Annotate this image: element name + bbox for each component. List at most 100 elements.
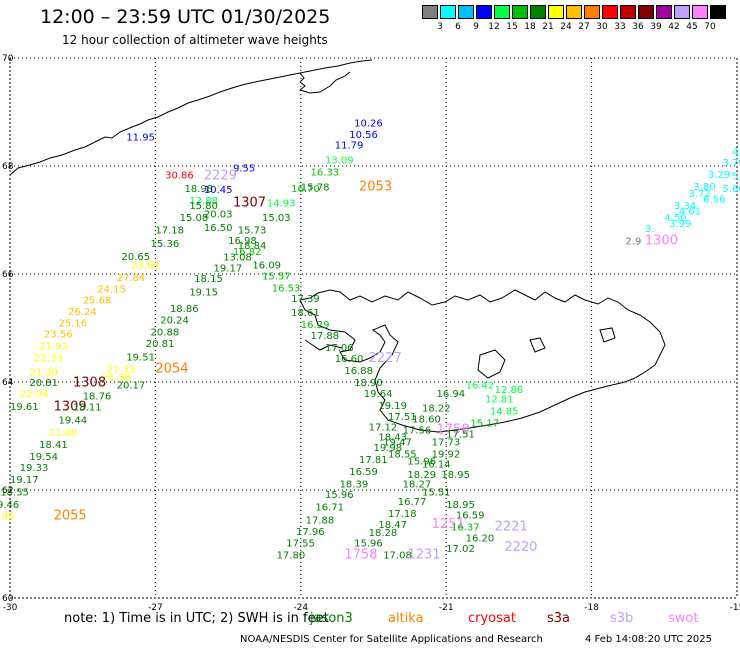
wave-height-label: 19.64 <box>364 389 393 400</box>
wave-height-label: 2.9 <box>626 236 642 247</box>
wave-height-label: 12.88 <box>495 385 524 396</box>
wave-height-label: 20.81 <box>29 378 58 389</box>
colorbar-tick-label: 42 <box>668 22 680 32</box>
wave-height-label: 14.85 <box>490 406 519 417</box>
wave-height-label: 17.08 <box>383 551 412 562</box>
wave-height-label: 19.46 <box>0 500 19 511</box>
wave-height-label: 4.61 <box>679 207 701 218</box>
wave-height-label: 3. <box>645 224 655 235</box>
wave-height-label: 10.56 <box>349 130 378 141</box>
colorbar-tick-label: 9 <box>473 22 479 32</box>
wave-height-label: 20.17 <box>117 380 146 391</box>
wave-height-label: 10.26 <box>354 119 383 130</box>
pass-time-label: 1308 <box>73 375 106 390</box>
map-subtitle: 12 hour collection of altimeter wave hei… <box>62 33 328 47</box>
wave-height-label: 24.15 <box>97 284 126 295</box>
greenland-coastline <box>9 59 373 176</box>
wave-height-label: 15.57 <box>262 271 291 282</box>
pass-time-label: 2054 <box>155 361 188 376</box>
wave-height-label: 16.60 <box>335 354 364 365</box>
colorbar-tick-label: 12 <box>488 22 500 32</box>
wave-height-label: 15.08 <box>180 213 209 224</box>
pass-time-label: 2227 <box>369 351 402 366</box>
wave-height-label: 19.19 <box>378 401 407 412</box>
colorbar-tick-label: 18 <box>524 22 536 32</box>
map-title: 12:00 – 23:59 UTC 01/30/2025 <box>40 6 331 28</box>
wave-height-label: 15.96 <box>407 457 436 468</box>
wave-height-label: 19.51 <box>126 352 155 363</box>
colorbar-tick-label: 39 <box>650 22 662 32</box>
wave-height-label: 17.02 <box>446 544 475 555</box>
latitude-tick-label: 60 <box>2 594 14 604</box>
wave-height-label: 15.80 <box>189 201 218 212</box>
colorbar-swatch <box>602 5 618 19</box>
pass-time-label: 1300 <box>645 233 678 248</box>
colorbar-swatch <box>494 5 510 19</box>
iceland-fjord-west <box>304 339 343 351</box>
wave-height-label: 17.56 <box>403 425 432 436</box>
footnote: note: 1) Time is in UTC; 2) SWH is in fe… <box>64 611 329 626</box>
wave-height-label: 20.24 <box>160 316 189 327</box>
lat-lon-grid: -30 -27 -24 -21 -18 -15 70 68 66 64 62 60 <box>2 54 740 613</box>
wave-height-label: 3.29 <box>708 170 730 181</box>
wave-height-label: 16.59 <box>349 467 378 478</box>
wave-height-label: 12.88 <box>189 196 218 207</box>
credit-line: NOAA/NESDIS Center for Satellite Applica… <box>240 634 543 645</box>
wave-height-label: 25.16 <box>58 318 87 329</box>
pass-time-label: 1758 <box>344 548 377 563</box>
longitude-tick-label: -18 <box>584 603 599 613</box>
latitude-tick-label: 64 <box>2 378 14 388</box>
wave-height-label: 18.61 <box>291 308 320 319</box>
wave-height-label: 30.86 <box>165 170 194 181</box>
wave-height-label: 3.34 <box>674 201 696 212</box>
wave-height-label: 21.93 <box>39 342 68 353</box>
wave-height-label: 9.55 <box>233 163 255 174</box>
colorbar-swatch <box>584 5 600 19</box>
latitude-tick-label: 70 <box>2 54 14 64</box>
legend-item-cryosat: cryosat <box>468 611 516 626</box>
wave-height-label: 18.76 <box>83 391 112 402</box>
wave-height-label: 13.09 <box>325 155 354 166</box>
wave-height-label: 19.92 <box>432 450 461 461</box>
colorbar-swatch <box>422 5 438 19</box>
colorbar-swatch <box>512 5 528 19</box>
wave-height-label: 17.06 <box>325 343 354 354</box>
colorbar-tick-label: 24 <box>560 22 572 32</box>
pass-time-label: 1309 <box>54 400 87 415</box>
colorbar-swatch <box>566 5 582 19</box>
longitude-tick-label: -24 <box>293 603 308 613</box>
wave-height-label: 3.99 <box>669 219 691 230</box>
wave-height-label: 18.84 <box>238 241 267 252</box>
wave-height-label: 16.42 <box>466 380 495 391</box>
wave-height-label: 16.14 <box>422 459 451 470</box>
wave-height-label: 16.77 <box>398 497 427 508</box>
wave-height-label: 18.95 <box>446 500 475 511</box>
wave-height-label: 17.18 <box>388 509 417 520</box>
pass-time-label: 1758 <box>437 422 470 437</box>
wave-height-label: 15.17 <box>470 418 499 429</box>
colorbar-swatch <box>710 5 726 19</box>
iceland-coastline <box>299 289 666 433</box>
colorbar-tick-label: 30 <box>596 22 608 32</box>
wave-height-label: 3.80 <box>693 182 715 193</box>
coastline <box>9 59 666 433</box>
wave-height-label: 27.84 <box>117 273 146 284</box>
wave-height-label: 22.04 <box>20 389 49 400</box>
wave-height-label: 25.68 <box>83 296 112 307</box>
longitude-tick-label: -21 <box>439 603 454 613</box>
colorbar-tick-label: 70 <box>704 22 716 32</box>
wave-height-label: 21.35 <box>107 364 136 375</box>
wave-height-label: 18.90 <box>354 378 383 389</box>
wave-height-label: 17.80 <box>277 551 306 562</box>
wave-height-label: 15.03 <box>262 213 291 224</box>
pass-time-label: 2055 <box>54 509 87 524</box>
wave-height-label: 21.30 <box>29 368 58 379</box>
wave-height-label: 15.36 <box>151 239 180 250</box>
legend-item-jason3: jason3 <box>310 611 353 626</box>
pass-time-label: 2220 <box>504 540 537 555</box>
colorbar-tick-label: 21 <box>542 22 554 32</box>
wave-height-label: 18.28 <box>369 528 398 539</box>
colorbar-swatch <box>656 5 672 19</box>
colorbar-swatch <box>530 5 546 19</box>
